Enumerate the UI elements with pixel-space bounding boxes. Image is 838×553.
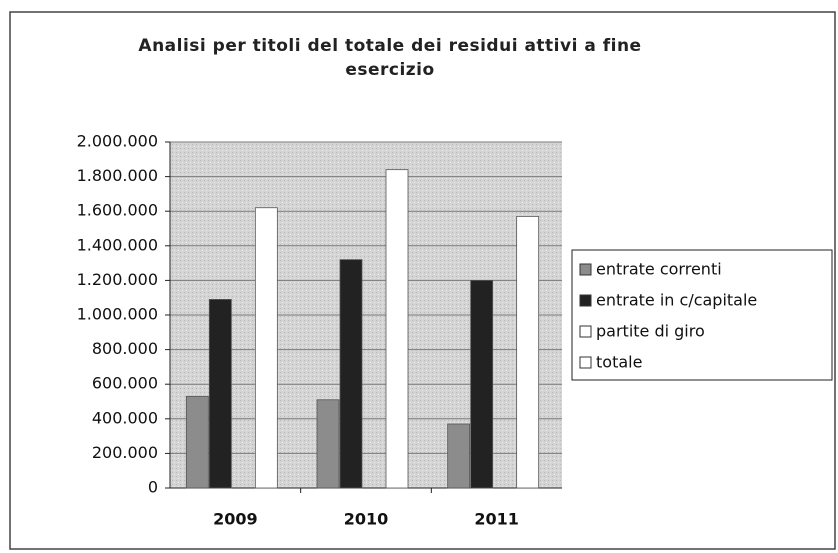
chart-frame bbox=[9, 11, 836, 550]
bar bbox=[339, 259, 363, 489]
y-tick-label: 1.000.000 bbox=[77, 305, 158, 324]
legend-swatch bbox=[579, 263, 592, 276]
y-tick-label: 800.000 bbox=[92, 339, 158, 358]
chart-title: Analisi per titoli del totale dei residu… bbox=[138, 36, 642, 80]
y-tick-label: 1.800.000 bbox=[77, 166, 158, 185]
y-tick-label: 1.200.000 bbox=[77, 270, 158, 289]
legend-label: entrate in c/capitale bbox=[596, 291, 757, 310]
y-tick-label: 1.400.000 bbox=[77, 235, 158, 254]
bar bbox=[470, 279, 494, 489]
legend-swatch bbox=[579, 356, 592, 369]
legend-label: entrate correnti bbox=[596, 260, 722, 279]
legend-label: totale bbox=[596, 353, 642, 372]
bar bbox=[447, 423, 471, 489]
legend-box bbox=[571, 249, 833, 381]
x-tick-label: 2011 bbox=[474, 510, 519, 529]
bar bbox=[385, 169, 409, 489]
y-tick-label: 400.000 bbox=[92, 408, 158, 427]
x-tick-label: 2009 bbox=[213, 510, 258, 529]
y-tick-label: 0 bbox=[148, 478, 158, 497]
bar bbox=[185, 395, 209, 489]
legend-swatch bbox=[579, 294, 592, 307]
y-tick-label: 1.600.000 bbox=[77, 201, 158, 220]
bar bbox=[208, 299, 232, 489]
bar bbox=[316, 399, 340, 489]
y-tick-label: 600.000 bbox=[92, 374, 158, 393]
legend-swatch bbox=[579, 325, 592, 338]
bar bbox=[254, 207, 278, 489]
legend-label: partite di giro bbox=[596, 322, 705, 341]
y-tick-label: 200.000 bbox=[92, 443, 158, 462]
bar bbox=[516, 215, 540, 489]
x-tick-label: 2010 bbox=[344, 510, 389, 529]
y-tick-label: 2.000.000 bbox=[77, 132, 158, 151]
